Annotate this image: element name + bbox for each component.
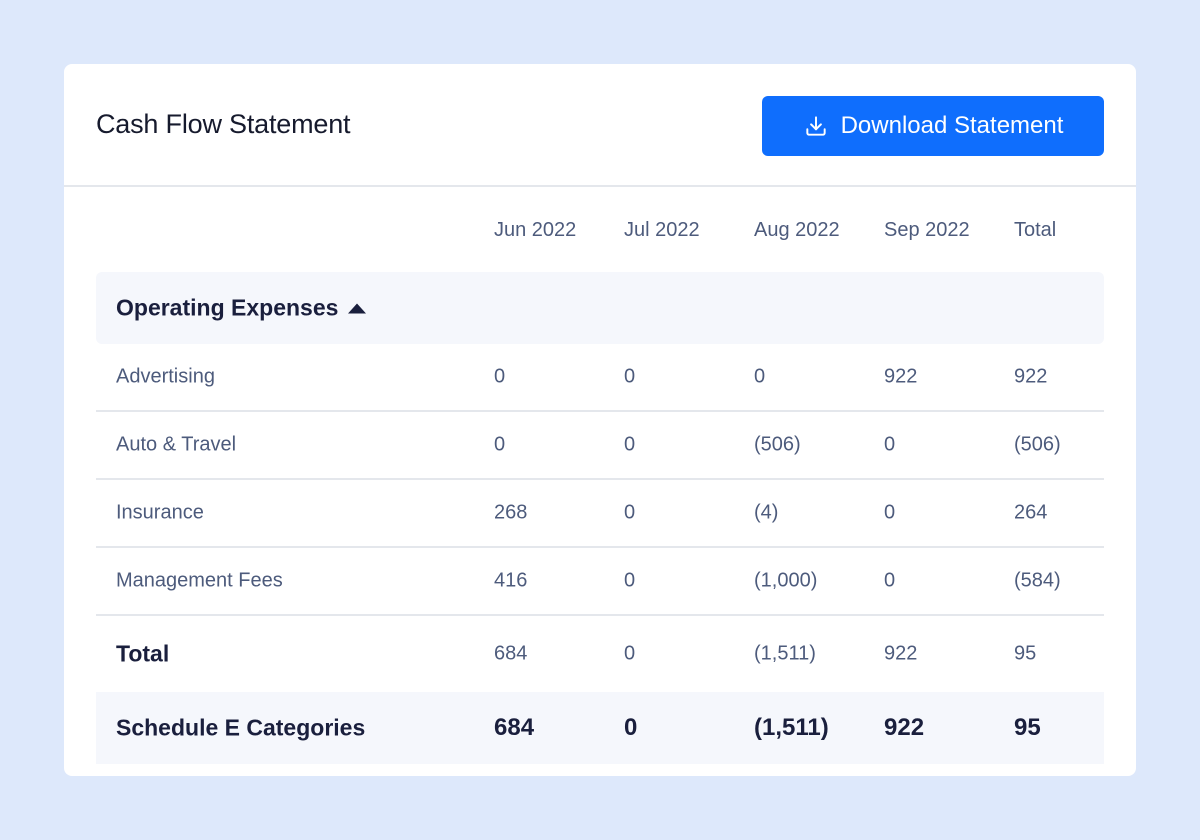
row-label: Auto & Travel [116, 433, 237, 456]
cell-value: 264 [1014, 501, 1048, 524]
row-label: Management Fees [116, 569, 283, 592]
cell-value: 0 [884, 501, 896, 524]
column-header: Sep 2022 [884, 218, 970, 241]
cell-value: 0 [624, 501, 636, 524]
table-row: Advertising 0 0 0 922 922 [96, 344, 1104, 412]
cell-value: 95 [1014, 714, 1041, 741]
caret-up-icon[interactable] [348, 303, 367, 313]
section-total-row: Total 684 0 (1,511) 922 95 [96, 616, 1104, 692]
cell-value: 0 [624, 714, 638, 741]
schedule-e-categories-row: Schedule E Categories 684 0 (1,511) 922 … [96, 692, 1104, 764]
cell-value: 684 [494, 714, 535, 741]
cell-value: 922 [884, 714, 925, 741]
cell-value: 0 [494, 365, 506, 388]
row-label: Advertising [116, 365, 215, 388]
cell-value: 922 [1014, 365, 1048, 388]
download-statement-button[interactable]: Download Statement [762, 96, 1104, 156]
column-header: Total [1014, 218, 1057, 241]
cash-flow-table: Jun 2022 Jul 2022 Aug 2022 Sep 2022 Tota… [96, 188, 1104, 764]
cell-value: 0 [754, 365, 766, 388]
cell-value: 0 [884, 569, 896, 592]
schedule-label: Schedule E Categories [116, 714, 366, 741]
cell-value: 922 [884, 365, 918, 388]
cell-value: 95 [1014, 642, 1037, 665]
column-header: Jun 2022 [494, 218, 577, 241]
cell-value: (4) [754, 501, 779, 524]
cell-value: 0 [624, 365, 636, 388]
card-header: Cash Flow Statement Download Statement [64, 64, 1136, 187]
table-row: Insurance 268 0 (4) 0 264 [96, 480, 1104, 548]
cell-value: 416 [494, 569, 528, 592]
cell-value: (1,000) [754, 569, 818, 592]
total-label: Total [116, 640, 170, 667]
cell-value: 922 [884, 642, 918, 665]
section-title: Operating Expenses [116, 294, 339, 321]
cell-value: 0 [494, 433, 506, 456]
cell-value: 0 [624, 569, 636, 592]
cell-value: (506) [754, 433, 801, 456]
cell-value: 0 [624, 433, 636, 456]
cell-value: 0 [884, 433, 896, 456]
cell-value: 0 [624, 642, 636, 665]
column-header-row: Jun 2022 Jul 2022 Aug 2022 Sep 2022 Tota… [96, 188, 1104, 272]
cash-flow-card: Cash Flow Statement Download Statement J… [64, 64, 1136, 776]
cell-value: (506) [1014, 433, 1061, 456]
download-label: Download Statement [840, 112, 1064, 139]
column-header: Jul 2022 [624, 218, 700, 241]
page-title: Cash Flow Statement [96, 109, 351, 139]
cell-value: (1,511) [754, 714, 829, 741]
download-icon [805, 116, 826, 136]
column-header: Aug 2022 [754, 218, 840, 241]
cell-value: (584) [1014, 569, 1061, 592]
table-row: Auto & Travel 0 0 (506) 0 (506) [96, 412, 1104, 480]
cell-value: (1,511) [754, 642, 816, 665]
row-label: Insurance [116, 501, 204, 524]
section-header-operating-expenses[interactable]: Operating Expenses [96, 272, 1104, 344]
cell-value: 268 [494, 501, 528, 524]
cell-value: 684 [494, 642, 528, 665]
table-row: Management Fees 416 0 (1,000) 0 (584) [96, 548, 1104, 616]
